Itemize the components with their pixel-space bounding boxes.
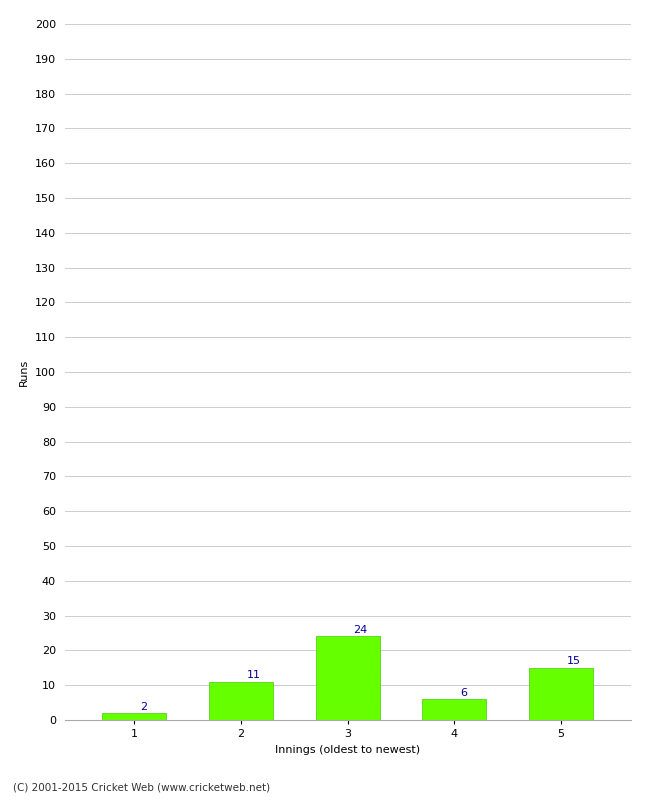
Text: 24: 24: [353, 625, 367, 635]
Bar: [316, 637, 380, 720]
Text: 2: 2: [140, 702, 147, 712]
Bar: [209, 682, 273, 720]
Bar: [102, 713, 166, 720]
Text: (C) 2001-2015 Cricket Web (www.cricketweb.net): (C) 2001-2015 Cricket Web (www.cricketwe…: [13, 782, 270, 792]
Bar: [422, 699, 486, 720]
Text: 15: 15: [567, 657, 580, 666]
X-axis label: Innings (oldest to newest): Innings (oldest to newest): [275, 745, 421, 754]
Text: 6: 6: [460, 688, 467, 698]
Y-axis label: Runs: Runs: [20, 358, 29, 386]
Text: 11: 11: [246, 670, 261, 680]
Bar: [529, 668, 593, 720]
